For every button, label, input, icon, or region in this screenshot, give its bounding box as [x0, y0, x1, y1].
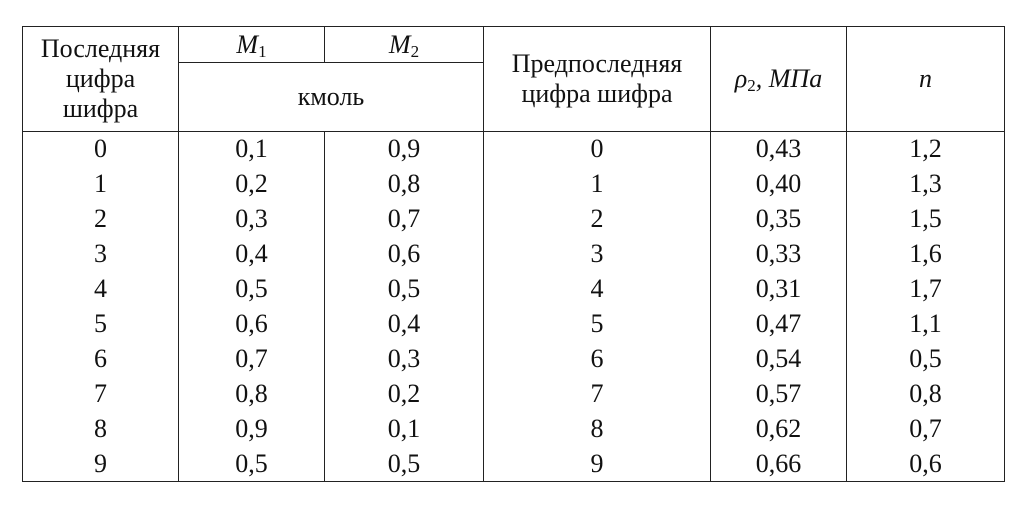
table-cell: 6 [483, 341, 711, 377]
table-row: 7 0,8 0,2 7 0,57 0,8 [22, 376, 1005, 412]
table-row: 1 0,2 0,8 1 0,40 1,3 [22, 166, 1005, 202]
symbol: n [919, 64, 932, 93]
table-cell: 0,5 [846, 341, 1005, 377]
table-cell: 4 [22, 271, 179, 307]
symbol: M [388, 29, 411, 59]
table-cell: 0,43 [710, 131, 847, 167]
table-cell: 0,8 [846, 376, 1005, 412]
table-cell: 0,1 [324, 411, 484, 447]
header-line: шифра [62, 94, 139, 123]
table-row: 5 0,6 0,4 5 0,47 1,1 [22, 306, 1005, 342]
table-cell: 5 [22, 306, 179, 342]
header-line: цифра шифра [521, 79, 673, 108]
subscript: 2 [410, 41, 420, 61]
table-row: 3 0,4 0,6 3 0,33 1,6 [22, 236, 1005, 272]
table-cell: 7 [22, 376, 179, 412]
unit: , МПа [755, 64, 823, 93]
table-cell: 0 [483, 131, 711, 167]
header-line: Предпоследняя [511, 49, 683, 78]
table-cell: 5 [483, 306, 711, 342]
header-line: цифра [65, 64, 136, 93]
data-table: Последняя цифра шифра M1 M2 Предпоследняя ц… [22, 26, 1005, 482]
table-cell: 0,5 [178, 446, 325, 482]
table-cell: 0,33 [710, 236, 847, 272]
table-cell: 1 [22, 166, 179, 202]
table-cell: 4 [483, 271, 711, 307]
table-cell: 0,35 [710, 201, 847, 237]
header-cell: кмоль [178, 62, 484, 132]
table-cell: 0,7 [846, 411, 1005, 447]
table-cell: 0,6 [324, 236, 484, 272]
table-cell: 0,4 [178, 236, 325, 272]
table-cell: 2 [483, 201, 711, 237]
header-line: Последняя [40, 34, 161, 63]
table-cell: 1,7 [846, 271, 1005, 307]
table-cell: 0,31 [710, 271, 847, 307]
table-cell: 0,6 [846, 446, 1005, 482]
table-cell: 0,5 [324, 271, 484, 307]
table-row: 8 0,9 0,1 8 0,62 0,7 [22, 411, 1005, 447]
header-cell: Предпоследняя цифра шифра [483, 26, 711, 132]
table-cell: 0,54 [710, 341, 847, 377]
table-cell: 8 [22, 411, 179, 447]
table-cell: 2 [22, 201, 179, 237]
table-cell: 0,5 [324, 446, 484, 482]
table-cell: 3 [22, 236, 179, 272]
table-cell: 0,5 [178, 271, 325, 307]
table-cell: 0,40 [710, 166, 847, 202]
header-cell: n [846, 26, 1005, 132]
table-cell: 0,2 [178, 166, 325, 202]
table-cell: 0 [22, 131, 179, 167]
table-cell: 0,9 [324, 131, 484, 167]
header-cell: ρ2, МПа [710, 26, 847, 132]
table-cell: 0,62 [710, 411, 847, 447]
table-cell: 1,2 [846, 131, 1005, 167]
table-cell: 7 [483, 376, 711, 412]
table-cell: 0,3 [178, 201, 325, 237]
table-row: 9 0,5 0,5 9 0,66 0,6 [22, 446, 1005, 482]
header-cell: M1 [178, 26, 325, 63]
symbol: M [236, 29, 259, 59]
table-cell: 0,7 [324, 201, 484, 237]
table-cell: 1,1 [846, 306, 1005, 342]
table-cell: 0,8 [324, 166, 484, 202]
table-cell: 1,3 [846, 166, 1005, 202]
table-row: 6 0,7 0,3 6 0,54 0,5 [22, 341, 1005, 377]
table-cell: 0,66 [710, 446, 847, 482]
table-cell: 1 [483, 166, 711, 202]
table-row: 2 0,3 0,7 2 0,35 1,5 [22, 201, 1005, 237]
table-cell: 0,4 [324, 306, 484, 342]
table-body: 0 0,1 0,9 0 0,43 1,2 1 0,2 0,8 1 0,40 1,3 2 0,3 0,7 2 0,… [22, 131, 1005, 482]
table-cell: 0,57 [710, 376, 847, 412]
table-cell: 6 [22, 341, 179, 377]
table-cell: 0,47 [710, 306, 847, 342]
header-cell: Последняя цифра шифра [22, 26, 179, 132]
table-cell: 0,8 [178, 376, 325, 412]
table-cell: 9 [483, 446, 711, 482]
table-row: 4 0,5 0,5 4 0,31 1,7 [22, 271, 1005, 307]
header-cell: M2 [324, 26, 484, 63]
table-cell: 9 [22, 446, 179, 482]
table-cell: 0,9 [178, 411, 325, 447]
table-cell: 1,6 [846, 236, 1005, 272]
table-cell: 0,2 [324, 376, 484, 412]
table-cell: 0,6 [178, 306, 325, 342]
subscript: 1 [258, 41, 267, 61]
table-cell: 0,1 [178, 131, 325, 167]
table-cell: 3 [483, 236, 711, 272]
table-cell: 0,7 [178, 341, 325, 377]
table-cell: 1,5 [846, 201, 1005, 237]
symbol: ρ [734, 64, 748, 93]
table-cell: 8 [483, 411, 711, 447]
table-cell: 0,3 [324, 341, 484, 377]
table-row: 0 0,1 0,9 0 0,43 1,2 [22, 131, 1005, 167]
subscript: 2 [747, 76, 756, 95]
